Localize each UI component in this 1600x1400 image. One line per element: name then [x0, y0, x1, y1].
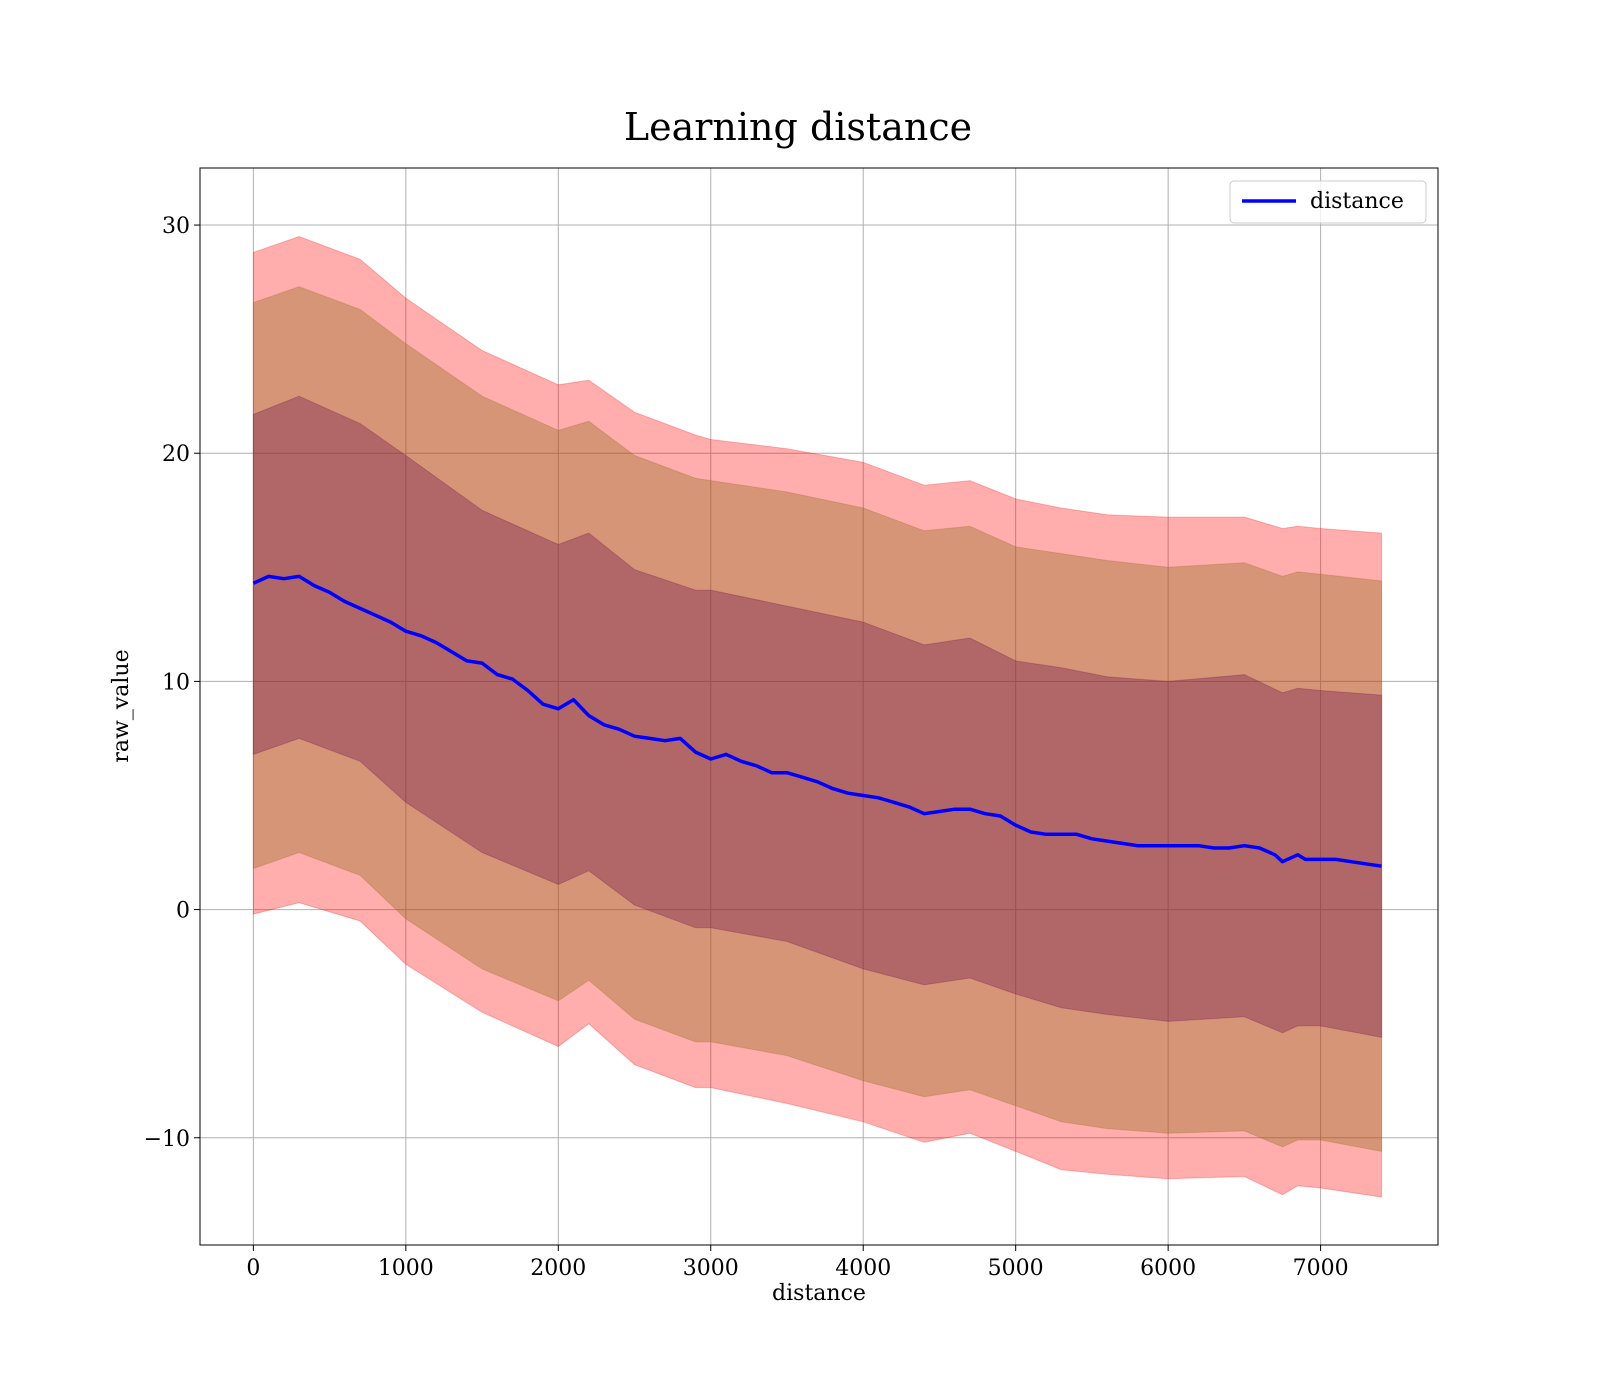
band-3: [252, 395, 1383, 1039]
x-axis-ticks: 0 1000 2000 3000 4000 5000 6000 7000: [246, 1245, 1349, 1281]
y-tick-label: 30: [162, 214, 190, 239]
legend-box: [1229, 180, 1427, 224]
plot-area: [199, 167, 1439, 1246]
legend-label: distance: [1310, 189, 1404, 214]
x-tick-label: 3000: [683, 1256, 739, 1281]
y-axis-ticks: −10 0 10 20 30: [144, 214, 200, 1152]
x-tick-label: 7000: [1293, 1256, 1349, 1281]
confidence-bands: [252, 235, 1383, 1198]
band-2: [252, 286, 1383, 1153]
y-tick-label: 10: [162, 670, 190, 695]
y-tick-label: 20: [162, 442, 190, 467]
y-tick-label: 0: [176, 899, 190, 924]
legend: distance: [1229, 180, 1427, 224]
series-line-distance: [252, 574, 1382, 868]
series-lines: [252, 574, 1382, 868]
grid-lines: [200, 168, 1438, 1245]
x-tick-label: 4000: [835, 1256, 891, 1281]
x-tick-label: 0: [246, 1256, 260, 1281]
y-axis-label: raw_value: [109, 649, 134, 762]
x-tick-label: 1000: [378, 1256, 434, 1281]
x-tick-label: 5000: [988, 1256, 1044, 1281]
y-tick-label: −10: [144, 1127, 190, 1152]
plot-frame: [199, 167, 1439, 1246]
x-axis-label: distance: [772, 1281, 866, 1306]
band-1: [252, 235, 1383, 1198]
chart-title: Learning distance: [624, 105, 972, 149]
x-tick-label: 6000: [1140, 1256, 1196, 1281]
x-tick-label: 2000: [530, 1256, 586, 1281]
